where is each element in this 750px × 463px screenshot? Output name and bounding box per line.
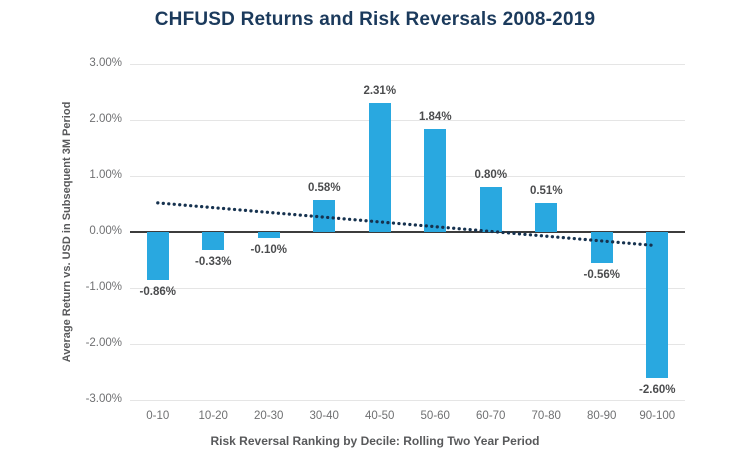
y-tick-label: 3.00% (89, 57, 122, 69)
bar-value-label: -0.33% (195, 256, 232, 269)
bar-value-label: 0.51% (529, 185, 563, 198)
bar (313, 199, 336, 232)
y-tick-label: -3.00% (85, 393, 122, 405)
bar-value-label: 0.58% (307, 181, 341, 194)
plot-area: -0.86% -0.33% -0.10% 0.58% 2.31% 1.84% 0.80% 0.… (130, 64, 685, 401)
x-tick-label: 10-20 (198, 410, 228, 422)
zero-axis-line (130, 231, 685, 233)
trend-line-path (156, 201, 656, 248)
gridline (130, 176, 685, 177)
x-tick-label: 20-30 (254, 410, 284, 422)
y-tick-label: 1.00% (89, 169, 122, 181)
x-tick-label: 40-50 (365, 410, 395, 422)
x-tick-label: 70-80 (531, 410, 561, 422)
bar (646, 232, 669, 378)
gridline (130, 64, 685, 65)
bar (257, 232, 280, 238)
gridline (130, 400, 685, 401)
bar-value-label: -2.60% (639, 383, 676, 396)
bar-value-label: 1.84% (418, 110, 452, 123)
bar-value-label: 0.80% (474, 169, 508, 182)
chart-title: CHFUSD Returns and Risk Reversals 2008-2… (154, 9, 596, 30)
bar-value-label: -0.56% (583, 269, 620, 282)
y-tick-label: -2.00% (85, 337, 122, 349)
bar-value-label: -0.86% (139, 286, 176, 299)
bar (202, 232, 225, 251)
gridline (130, 120, 685, 121)
bar (479, 187, 502, 232)
y-tick-label: 0.00% (89, 225, 122, 237)
bar-value-label: 2.31% (363, 84, 397, 97)
gridline (130, 344, 685, 345)
bar-value-label: -0.10% (250, 243, 287, 256)
x-tick-label: 90-100 (639, 410, 676, 422)
y-tick-label: 2.00% (89, 113, 122, 125)
x-axis-tick-labels: 0-10 10-20 20-30 30-40 40-50 50-60 60-70 70-80 8… (130, 410, 685, 428)
x-tick-label: 30-40 (309, 410, 339, 422)
x-tick-label: 0-10 (146, 410, 170, 422)
y-tick-label: -1.00% (85, 281, 122, 293)
x-tick-label: 50-60 (420, 410, 450, 422)
x-tick-label: 80-90 (587, 410, 617, 422)
bar (535, 203, 558, 232)
bar (424, 128, 447, 232)
y-axis-tick-labels: 3.00% 2.00% 1.00% 0.00% -1.00% -2.00% -3.00% (0, 57, 122, 405)
x-tick-label: 60-70 (476, 410, 506, 422)
x-axis-title: Risk Reversal Ranking by Decile: Rolling… (210, 434, 540, 448)
bar (368, 102, 391, 232)
gridline (130, 288, 685, 289)
trend-line (156, 201, 656, 248)
bar (146, 232, 169, 281)
